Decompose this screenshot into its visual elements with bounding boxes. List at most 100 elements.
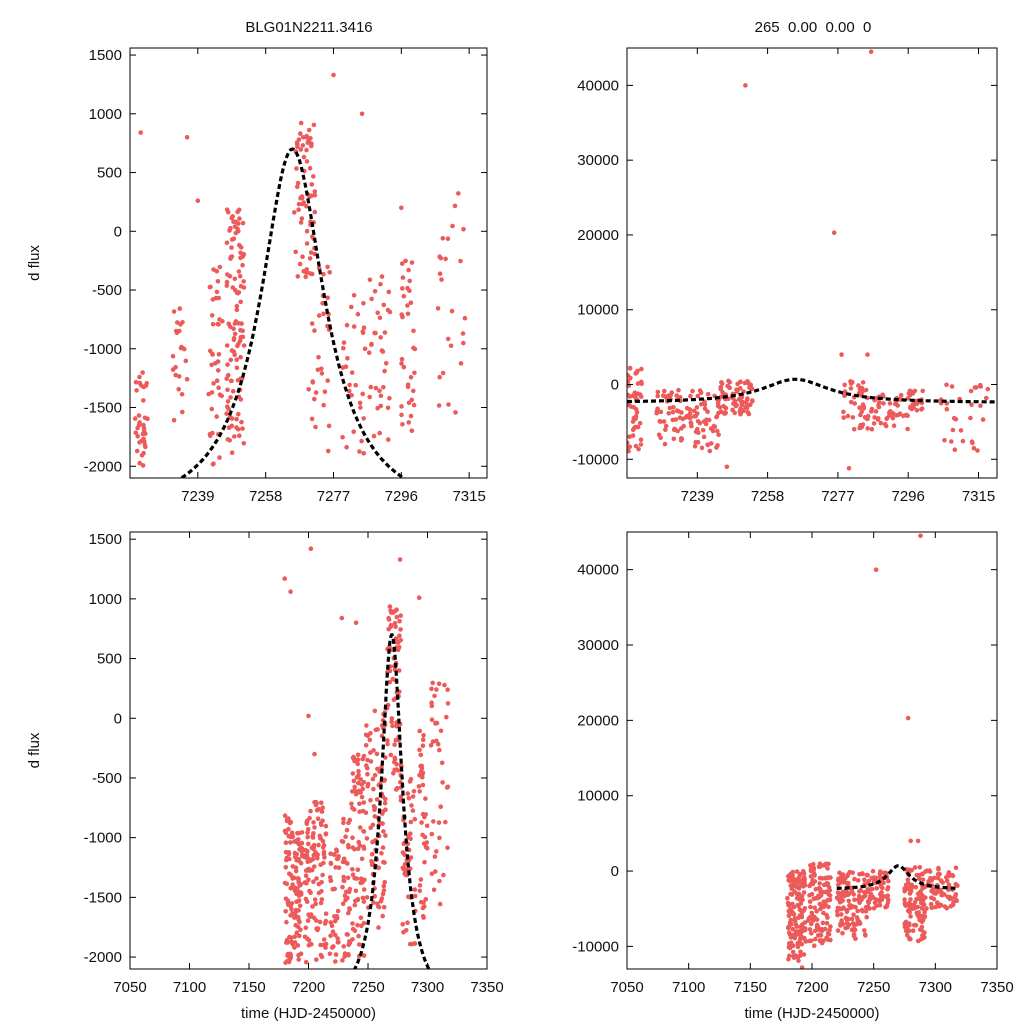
data-point	[928, 901, 934, 907]
data-point	[322, 921, 328, 926]
outlier-point	[312, 751, 317, 757]
x-tick-label: 7250	[351, 979, 384, 996]
y-tick-label: 1500	[89, 531, 122, 548]
data-point	[289, 907, 294, 912]
data-point	[336, 854, 341, 859]
data-point	[462, 315, 468, 321]
data-point	[797, 874, 802, 879]
data-point	[235, 290, 241, 296]
data-point	[315, 816, 321, 821]
data-point	[813, 936, 818, 942]
data-point	[980, 417, 986, 422]
data-point	[295, 924, 301, 930]
data-point	[297, 883, 303, 888]
data-point	[437, 271, 443, 277]
y-tick-label: 10000	[577, 302, 619, 319]
data-point	[417, 747, 422, 753]
data-point	[374, 797, 380, 802]
data-point	[406, 400, 412, 406]
data-point	[293, 868, 299, 874]
data-point	[433, 869, 438, 874]
data-point	[826, 875, 832, 880]
data-point	[313, 424, 318, 430]
data-point	[437, 835, 442, 841]
data-point	[839, 912, 844, 917]
data-point	[283, 909, 289, 914]
data-point	[224, 411, 229, 416]
data-point	[408, 375, 414, 380]
data-point	[393, 636, 399, 641]
data-point	[288, 955, 294, 960]
outlier-point	[865, 352, 870, 357]
data-point	[352, 846, 357, 852]
data-point	[323, 945, 328, 950]
data-point	[351, 324, 357, 329]
data-point	[853, 936, 858, 941]
data-point	[802, 927, 808, 933]
data-point	[310, 835, 316, 840]
data-point	[946, 870, 952, 875]
data-point	[860, 908, 865, 914]
data-point	[953, 417, 959, 422]
data-point	[905, 908, 911, 913]
outlier-point	[339, 615, 345, 621]
data-point	[655, 389, 661, 395]
data-point	[420, 782, 426, 788]
outlier-point	[359, 111, 365, 117]
data-point	[411, 789, 417, 794]
data-point	[802, 906, 808, 911]
data-point	[361, 301, 366, 306]
data-point	[723, 406, 728, 411]
data-point	[357, 400, 363, 406]
data-point	[835, 912, 840, 918]
data-point	[908, 897, 913, 902]
data-point	[336, 865, 342, 870]
data-point	[822, 926, 828, 932]
x-tick-label: 7100	[173, 979, 206, 996]
x-tick-label: 7277	[821, 488, 854, 505]
data-point	[801, 871, 807, 877]
data-point	[947, 873, 952, 879]
data-point	[355, 867, 361, 872]
data-point	[363, 743, 369, 748]
data-point	[365, 781, 371, 787]
x-axis-label: time (HJD-2450000)	[241, 1005, 376, 1022]
data-point	[738, 379, 743, 385]
data-point	[857, 405, 862, 411]
data-point	[862, 932, 868, 937]
data-point	[288, 885, 294, 891]
data-point	[308, 250, 314, 255]
data-point	[846, 898, 851, 904]
data-point	[368, 731, 373, 736]
data-point	[419, 820, 424, 825]
data-point	[816, 885, 822, 891]
data-point	[321, 937, 327, 942]
data-point	[745, 396, 750, 401]
data-point	[680, 416, 686, 422]
data-point	[325, 295, 331, 301]
data-point	[842, 382, 847, 388]
data-point	[295, 144, 300, 150]
data-point	[440, 236, 446, 241]
data-point	[355, 922, 360, 928]
data-point	[695, 411, 700, 416]
data-point	[689, 423, 694, 429]
data-point	[292, 875, 297, 881]
data-point	[820, 920, 826, 926]
data-point	[382, 368, 387, 374]
data-point	[306, 841, 311, 847]
data-point	[303, 270, 309, 275]
data-point	[228, 225, 233, 231]
data-point	[352, 784, 358, 790]
data-point	[671, 405, 676, 410]
data-point	[310, 380, 316, 385]
data-point	[228, 357, 234, 363]
data-point	[786, 930, 792, 935]
data-point	[858, 888, 863, 893]
data-point	[898, 392, 904, 398]
data-point	[411, 328, 416, 334]
data-point	[436, 820, 442, 825]
data-point	[881, 870, 887, 876]
data-point	[362, 877, 367, 883]
data-point	[183, 358, 189, 364]
